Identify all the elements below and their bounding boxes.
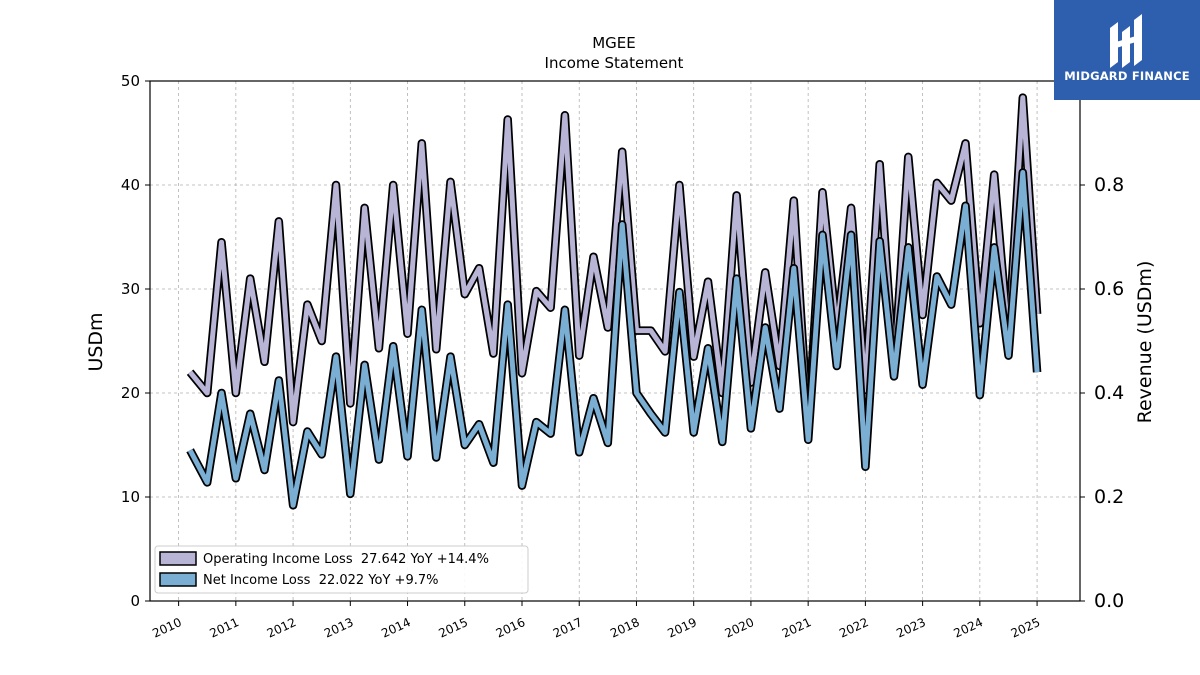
y-axis-right: 0.0 0.2 0.4 0.6 0.8 (1080, 174, 1124, 612)
chart-title: MGEE (592, 34, 636, 52)
brand-logo: MIDGARD FINANCE (1054, 0, 1200, 100)
series-lines (186, 93, 1042, 510)
x-tick-label: 2013 (322, 615, 356, 641)
y-axis-label-right: Revenue (USDm) (1134, 261, 1156, 424)
y-tick-label: 20 (121, 384, 140, 402)
y2-tick-label: 0.6 (1094, 278, 1124, 300)
legend: Operating Income Loss 27.642 YoY +14.4% … (154, 545, 529, 594)
x-tick-label: 2012 (265, 615, 299, 641)
series-line-net-income (187, 170, 1040, 508)
x-tick-label: 2020 (723, 615, 757, 641)
x-tick-label: 2018 (608, 615, 642, 641)
brand-name: MIDGARD FINANCE (1064, 69, 1190, 83)
x-tick-label: 2025 (1009, 615, 1043, 641)
y2-tick-label: 0.2 (1094, 486, 1124, 508)
x-tick-label: 2011 (208, 615, 242, 641)
y-tick-label: 40 (121, 176, 140, 194)
x-tick-label: 2023 (894, 615, 928, 641)
legend-label-net-income: Net Income Loss 22.022 YoY +9.7% (203, 573, 438, 588)
logo-mark-icon (1110, 14, 1142, 68)
x-tick-label: 2019 (665, 615, 699, 641)
legend-swatch-operating-income (159, 551, 197, 566)
x-tick-label: 2014 (379, 615, 413, 641)
x-axis: 2010 2011 2012 2013 2014 2015 2016 2017 2018 2019… (150, 601, 1042, 641)
y-axis-left: 0 10 20 30 40 50 (121, 72, 150, 610)
y-tick-label: 0 (130, 592, 140, 610)
plot-frame (149, 80, 1081, 602)
legend-label-operating-income: Operating Income Loss 27.642 YoY +14.4% (203, 552, 489, 567)
y-axis-label-left: USDm (85, 312, 107, 371)
x-tick-label: 2017 (551, 615, 585, 641)
y2-tick-label: 0.8 (1094, 174, 1124, 196)
x-tick-label: 2021 (780, 615, 814, 641)
x-tick-label: 2016 (494, 615, 528, 641)
y-tick-label: 10 (121, 488, 140, 506)
y2-tick-label: 0.0 (1094, 590, 1124, 612)
x-tick-label: 2024 (952, 615, 986, 641)
chart-subtitle: Income Statement (545, 54, 684, 72)
x-tick-label: 2010 (150, 615, 184, 641)
legend-swatch-net-income (159, 572, 197, 587)
legend-box (154, 545, 529, 594)
y2-tick-label: 0.4 (1094, 382, 1124, 404)
x-tick-label: 2022 (837, 615, 871, 641)
y-tick-label: 30 (121, 280, 140, 298)
x-tick-label: 2015 (436, 615, 470, 641)
y-tick-label: 50 (121, 72, 140, 90)
